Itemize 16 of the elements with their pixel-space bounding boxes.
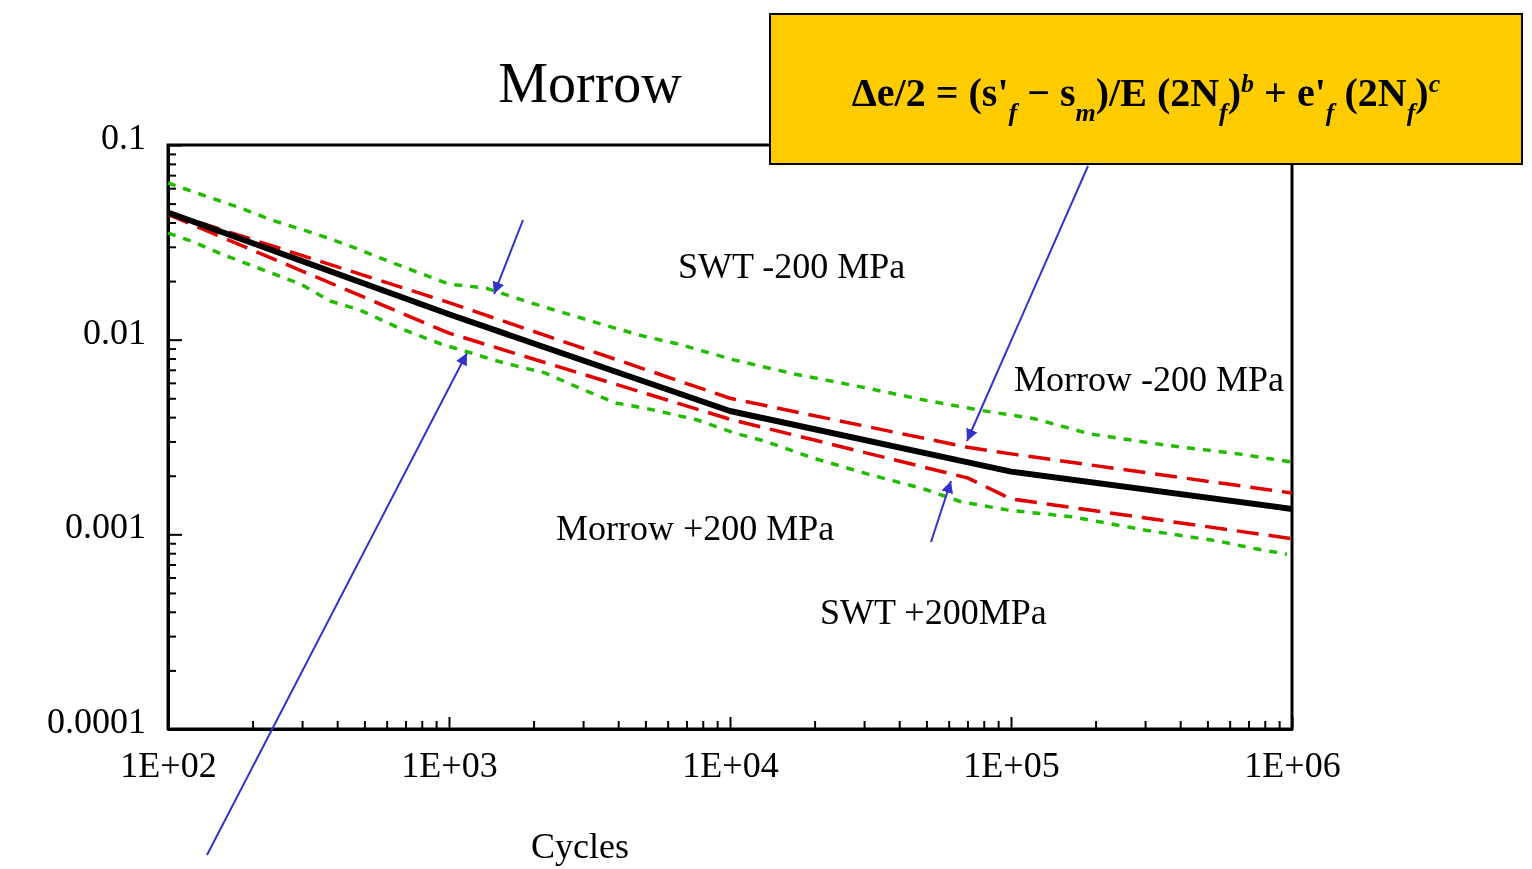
y-tick-label: 0.001 bbox=[65, 506, 146, 547]
x-axis-title: Cycles bbox=[531, 826, 629, 866]
x-tick-label: 1E+02 bbox=[120, 744, 217, 785]
text: Δe/2 = (s'$_{f}$ − s$_{m}$)/E (2N$_{f}$)$^{b}$ + e'$_{f}$ (2N$_{f}$)$^{c}$ bbox=[851, 68, 1441, 127]
x-tick-label: 1E+05 bbox=[963, 744, 1060, 785]
y-tick-label: 0.01 bbox=[83, 311, 146, 352]
x-tick-label: 1E+06 bbox=[1244, 744, 1341, 785]
x-tick-label: 1E+03 bbox=[401, 744, 498, 785]
annotation: Morrow -200 MPa bbox=[1014, 359, 1284, 399]
annotation: SWT -200 MPa bbox=[678, 246, 906, 286]
chart-title: Morrow bbox=[498, 52, 683, 114]
annotation: Morrow +200 MPa bbox=[556, 508, 835, 548]
annotation: SWT +200MPa bbox=[820, 592, 1047, 632]
y-tick-label: 0.0001 bbox=[47, 701, 146, 742]
y-tick-label: 0.1 bbox=[101, 117, 146, 158]
x-tick-label: 1E+04 bbox=[682, 744, 779, 785]
